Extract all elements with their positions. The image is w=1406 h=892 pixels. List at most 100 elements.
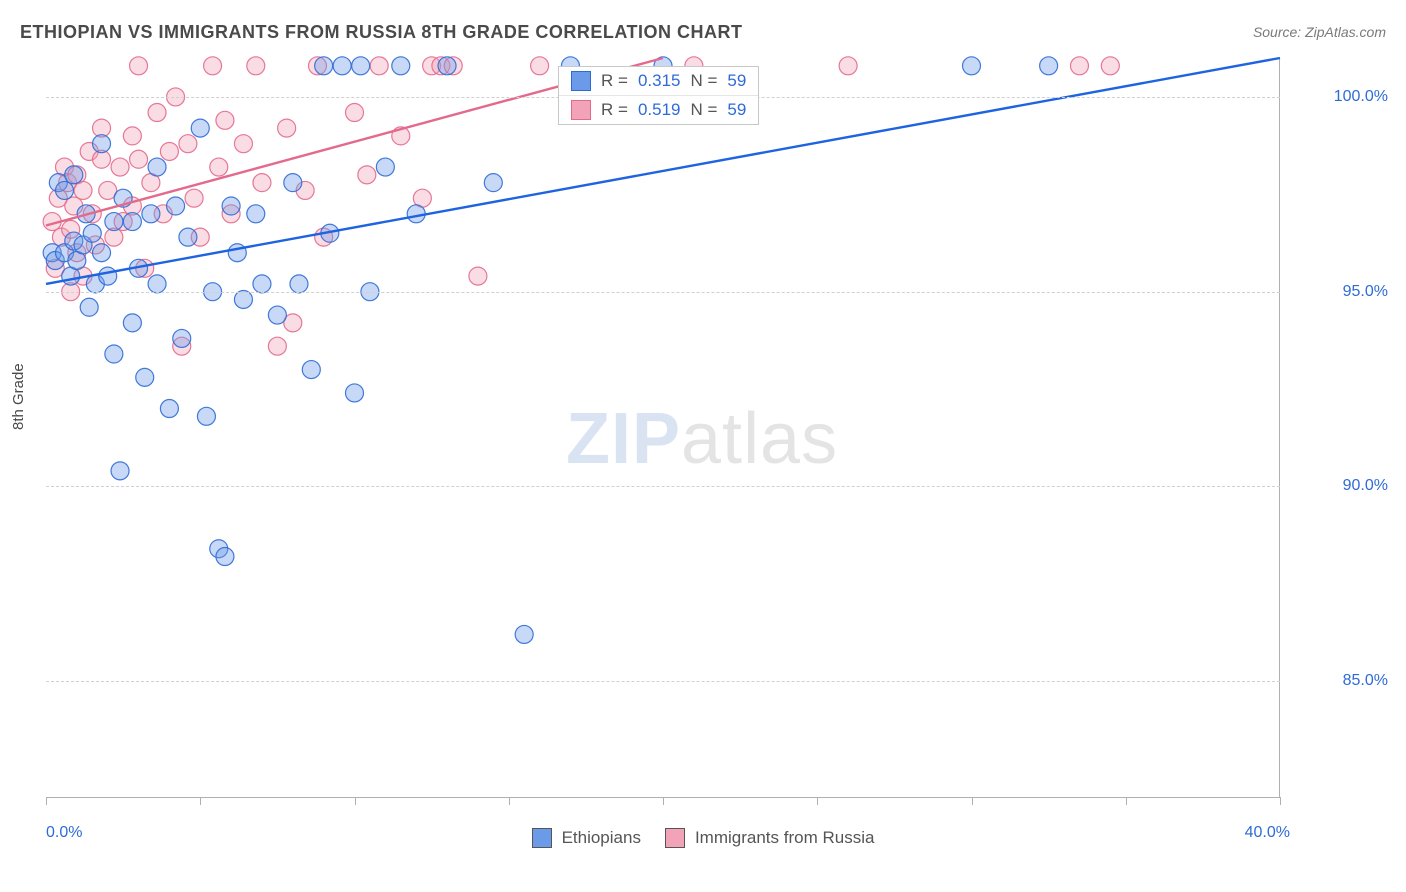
data-point [148, 158, 166, 176]
legend-item-russia: Immigrants from Russia [665, 828, 874, 848]
x-tick [817, 797, 818, 805]
swatch-russia-bottom [665, 828, 685, 848]
data-point [93, 244, 111, 262]
data-point [216, 111, 234, 129]
data-point [130, 57, 148, 75]
data-point [346, 384, 364, 402]
data-point [74, 181, 92, 199]
swatch-russia [571, 100, 591, 120]
data-point [333, 57, 351, 75]
data-point [839, 57, 857, 75]
legend-row-russia: R = 0.519 N = 59 [559, 95, 758, 124]
data-point [247, 57, 265, 75]
data-point [1040, 57, 1058, 75]
data-point [963, 57, 981, 75]
y-tick-label: 95.0% [1343, 283, 1388, 301]
data-point [56, 181, 74, 199]
y-tick-label: 85.0% [1343, 672, 1388, 690]
legend-item-ethiopians: Ethiopians [532, 828, 641, 848]
chart-title: ETHIOPIAN VS IMMIGRANTS FROM RUSSIA 8TH … [20, 22, 743, 43]
data-point [234, 135, 252, 153]
data-point [148, 104, 166, 122]
data-point [123, 127, 141, 145]
x-tick [46, 797, 47, 805]
data-point [438, 57, 456, 75]
x-tick [200, 797, 201, 805]
gridline [46, 486, 1280, 487]
plot-area: ZIPatlas [46, 58, 1280, 798]
data-point [370, 57, 388, 75]
r-value-ethiopians: 0.315 [638, 71, 681, 91]
data-point [302, 361, 320, 379]
legend-label-ethiopians: Ethiopians [562, 828, 641, 848]
data-point [93, 135, 111, 153]
data-point [197, 407, 215, 425]
data-point [99, 267, 117, 285]
data-point [185, 189, 203, 207]
data-point [1101, 57, 1119, 75]
data-point [83, 224, 101, 242]
data-point [358, 166, 376, 184]
legend-row-ethiopians: R = 0.315 N = 59 [559, 67, 758, 95]
plot-svg [46, 58, 1280, 797]
data-point [210, 158, 228, 176]
data-point [204, 57, 222, 75]
x-tick [972, 797, 973, 805]
swatch-ethiopians [571, 71, 591, 91]
data-point [167, 197, 185, 215]
data-point [278, 119, 296, 137]
data-point [123, 213, 141, 231]
gridline [46, 681, 1280, 682]
x-tick [663, 797, 664, 805]
data-point [80, 298, 98, 316]
x-tick-label: 40.0% [1230, 824, 1290, 842]
x-tick [355, 797, 356, 805]
chart-root: ETHIOPIAN VS IMMIGRANTS FROM RUSSIA 8TH … [0, 0, 1406, 892]
data-point [142, 205, 160, 223]
x-tick-label: 0.0% [46, 824, 82, 842]
data-point [222, 197, 240, 215]
data-point [531, 57, 549, 75]
data-point [216, 548, 234, 566]
data-point [191, 119, 209, 137]
data-point [469, 267, 487, 285]
data-point [253, 174, 271, 192]
x-tick [1126, 797, 1127, 805]
swatch-ethiopians-bottom [532, 828, 552, 848]
data-point [346, 104, 364, 122]
n-label: N = [690, 100, 717, 120]
r-label: R = [601, 100, 628, 120]
y-axis-label: 8th Grade [10, 363, 27, 430]
data-point [65, 166, 83, 184]
y-tick-label: 90.0% [1343, 477, 1388, 495]
legend-label-russia: Immigrants from Russia [695, 828, 874, 848]
series-legend: Ethiopians Immigrants from Russia [0, 828, 1406, 848]
data-point [105, 345, 123, 363]
data-point [315, 57, 333, 75]
x-tick [509, 797, 510, 805]
data-point [484, 174, 502, 192]
r-label: R = [601, 71, 628, 91]
data-point [284, 174, 302, 192]
data-point [148, 275, 166, 293]
n-value-russia: 59 [727, 100, 746, 120]
data-point [1070, 57, 1088, 75]
data-point [179, 135, 197, 153]
data-point [136, 368, 154, 386]
source-attribution: Source: ZipAtlas.com [1253, 24, 1386, 40]
data-point [290, 275, 308, 293]
data-point [352, 57, 370, 75]
data-point [253, 275, 271, 293]
data-point [111, 158, 129, 176]
data-point [376, 158, 394, 176]
data-point [123, 314, 141, 332]
data-point [173, 329, 191, 347]
x-tick [1280, 797, 1281, 805]
data-point [179, 228, 197, 246]
gridline [46, 292, 1280, 293]
n-label: N = [690, 71, 717, 91]
data-point [160, 400, 178, 418]
y-tick-label: 100.0% [1334, 88, 1388, 106]
data-point [228, 244, 246, 262]
data-point [160, 142, 178, 160]
